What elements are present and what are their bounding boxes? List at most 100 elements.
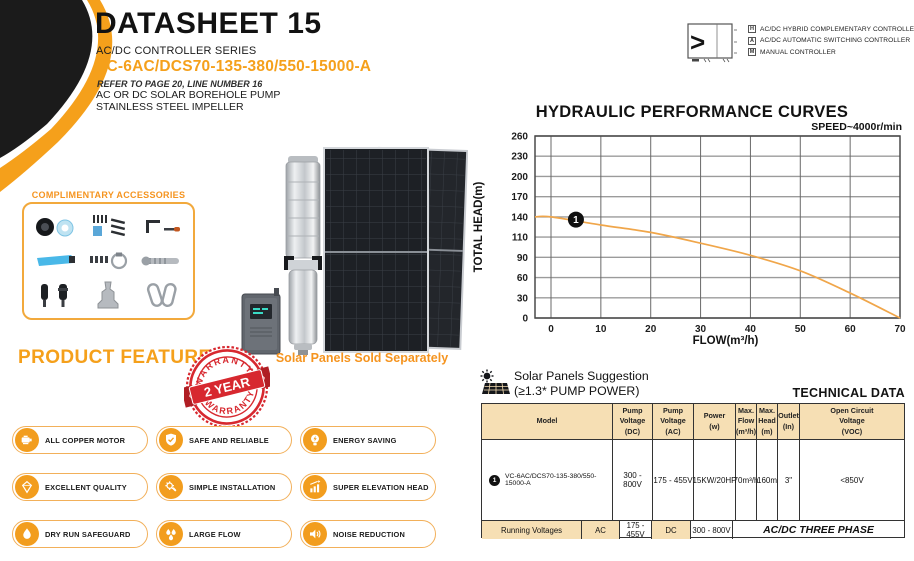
svg-text:40: 40 (745, 324, 757, 335)
noise-reduction-icon (303, 522, 327, 546)
pump-controller-unit (241, 288, 281, 355)
feature-list: ALL COPPER MOTOR SAFE AND RELIABLE ENERG… (12, 426, 452, 561)
solar-suggestion-text: Solar Panels Suggestion (≥1.3* PUMP POWE… (514, 369, 649, 399)
phase-label: AC/DC THREE PHASE (732, 520, 904, 539)
svg-text:60: 60 (517, 273, 529, 284)
svg-text:110: 110 (512, 233, 529, 244)
col-outlet: Outlet (In) (777, 404, 799, 440)
legend-key-a: A (748, 36, 756, 45)
feature-all-copper-motor: ALL COPPER MOTOR (12, 426, 148, 454)
cell-vdc: 300 - 800V (612, 440, 652, 520)
warranty-badge: WARRANTY WARRANTY 2 YEAR (184, 345, 270, 429)
chart-title: HYDRAULIC PERFORMANCE CURVES (535, 103, 849, 121)
feature-energy-saving: ENERGY SAVING (300, 426, 436, 454)
corner-swoosh-graphic (0, 0, 113, 192)
hydraulic-performance-chart: 0 30 60 90 110 140 170 200 230 260 0 10 20 30 40 50 60 70… (473, 132, 906, 347)
svg-text:140: 140 (511, 212, 528, 223)
row-index-badge: 1 (489, 474, 500, 486)
svg-text:TOTAL HEAD(m): TOTAL HEAD(m) (473, 181, 485, 272)
solar-suggestion-icon (480, 369, 510, 395)
svg-text:20: 20 (645, 324, 657, 335)
feature-simple-installation: SIMPLE INSTALLATION (156, 473, 292, 501)
cell-flow: 70m³/h (734, 440, 758, 520)
solar-panel-front (323, 147, 429, 353)
legend-item-automatic: A AC/DC AUTOMATIC SWITCHING CONTROLLER (748, 36, 911, 45)
series-label: AC/DC CONTROLLER SERIES (96, 45, 257, 57)
diamond-icon (15, 475, 39, 499)
col-pump-voltage-ac: Pump Voltage (AC) (652, 404, 693, 440)
carabiner-hooks-icon (135, 278, 187, 312)
feature-safe-and-reliable: SAFE AND RELIABLE (156, 426, 292, 454)
impeller-line: STAINLESS STEEL IMPELLER (96, 101, 244, 113)
cable-protector-icon (30, 244, 82, 278)
cell-outlet: 3" (777, 440, 799, 520)
svg-text:50: 50 (795, 324, 807, 335)
model-number: VC-6AC/DCS70-135-380/550-15000-A (96, 58, 372, 75)
accessories-box (22, 202, 195, 320)
outlet-adapter-icon (82, 278, 134, 312)
svg-text:0: 0 (522, 314, 528, 325)
shaft-coupling-icon (135, 244, 187, 278)
running-dc-value: 300 - 800V (690, 520, 732, 539)
borehole-pump (284, 156, 322, 355)
refer-note: REFER TO PAGE 20, LINE NUMBER 16 (97, 79, 263, 89)
legend-key-h: H (748, 25, 756, 33)
mounting-screws-icon (82, 210, 134, 244)
running-ac-key: AC (581, 520, 619, 539)
feature-excellent-quality: EXCELLENT QUALITY (12, 473, 148, 501)
col-pump-voltage-dc: Pump Voltage (DC) (612, 404, 652, 440)
legend-item-manual: M MANUAL CONTROLLER (748, 48, 836, 56)
service-tools-icon (135, 210, 187, 244)
svg-text:260: 260 (511, 132, 528, 143)
energy-bulb-icon (303, 428, 327, 452)
cell-head: 160m (756, 440, 777, 520)
technical-data-title: TECHNICAL DATA (792, 386, 905, 400)
cell-power: 15KW/20HP (692, 440, 737, 520)
svg-text:10: 10 (595, 324, 607, 335)
clamp-fittings-icon (82, 244, 134, 278)
motor-icon (15, 428, 39, 452)
col-voc: Open Circuit Voltage (VOC) (799, 404, 904, 440)
svg-text:70: 70 (894, 324, 906, 335)
cell-voc: <850V (799, 440, 904, 520)
running-voltages-label: Running Voltages (482, 520, 581, 539)
svg-text:0: 0 (548, 324, 554, 335)
solar-suggestion-line1: Solar Panels Suggestion (514, 369, 649, 383)
feature-noise-reduction: NOISE REDUCTION (300, 520, 436, 548)
accessories-title: COMPLIMENTARY ACCESSORIES (31, 190, 186, 200)
gear-wrench-icon (159, 475, 183, 499)
svg-text:90: 90 (517, 253, 529, 264)
product-photo-graphic (241, 146, 468, 355)
controller-diagram-icon: > (687, 23, 737, 63)
elevation-head-icon (303, 475, 327, 499)
svg-text:30: 30 (517, 293, 529, 304)
col-max-flow: Max. Flow (m³/h) (735, 404, 756, 440)
col-max-head: Max. Head (m) (756, 404, 777, 440)
svg-text:30: 30 (695, 324, 707, 335)
cell-vac: 175 - 455V (652, 440, 693, 520)
feature-dry-run-safeguard: DRY RUN SAFEGUARD (12, 520, 148, 548)
col-model: Model (482, 404, 612, 440)
col-power: Power (w) (693, 404, 735, 440)
table-header-row: Model Pump Voltage (DC) Pump Voltage (AC… (482, 404, 904, 440)
chart-speed-label: SPEED~4000r/min (811, 121, 902, 133)
product-type-line: AC OR DC SOLAR BOREHOLE PUMP (96, 89, 281, 101)
technical-data-table: Model Pump Voltage (DC) Pump Voltage (AC… (481, 403, 905, 539)
mc4-connectors-icon (30, 278, 82, 312)
product-features-title: PRODUCT FEATURES (18, 347, 225, 368)
water-drop-icon (15, 522, 39, 546)
feature-large-flow: LARGE FLOW (156, 520, 292, 548)
panels-sold-separately-caption: Solar Panels Sold Separately (275, 351, 449, 365)
shield-check-icon (159, 428, 183, 452)
svg-text:200: 200 (511, 172, 528, 183)
solar-suggestion-line2: (≥1.3* PUMP POWER) (514, 383, 640, 398)
running-ac-value: 175 - 455V (619, 520, 651, 539)
svg-text:170: 170 (511, 192, 528, 203)
svg-text:>: > (690, 27, 705, 57)
svg-text:FLOW(m³/h): FLOW(m³/h) (693, 335, 759, 347)
svg-text:230: 230 (511, 152, 528, 163)
running-dc-key: DC (651, 520, 690, 539)
legend-item-hybrid: H AC/DC HYBRID COMPLEMENTARY CONTROLLER (748, 25, 914, 33)
controller-legend: H AC/DC HYBRID COMPLEMENTARY CONTROLLER … (748, 25, 914, 60)
